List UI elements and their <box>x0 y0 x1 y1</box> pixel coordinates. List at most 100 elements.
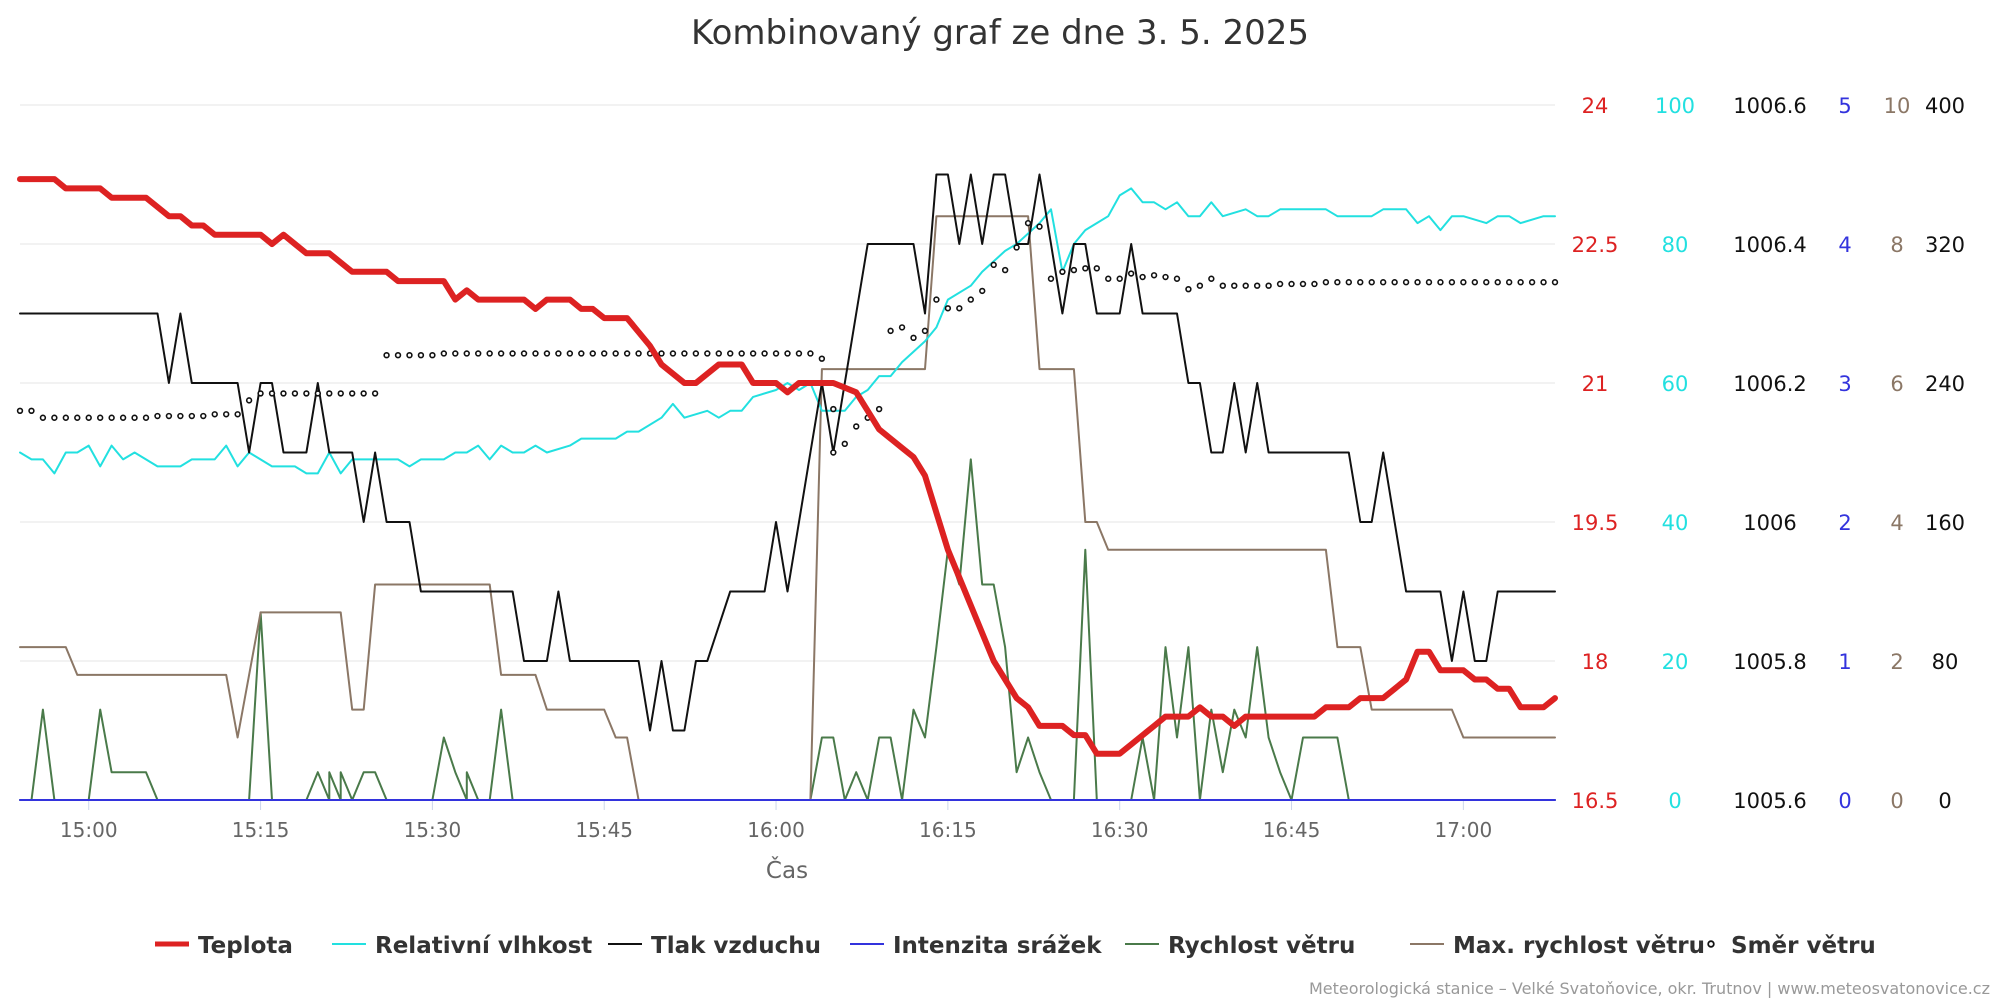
wind-direction-point <box>1127 270 1135 277</box>
y-tick-label-temp: 19.5 <box>1572 511 1619 535</box>
y-tick-label-press: 1005.8 <box>1733 650 1806 674</box>
wind-direction-point <box>784 350 791 357</box>
y-tick-label-hum: 80 <box>1662 233 1689 257</box>
legend-item[interactable]: Tlak vzduchu <box>608 933 821 959</box>
y-tick-label-gust: 10 <box>1884 94 1911 118</box>
y-tick-label-gust: 8 <box>1890 233 1903 257</box>
y-tick-label-temp: 24 <box>1582 94 1609 118</box>
wind-direction-point <box>177 412 184 420</box>
wind-direction-point <box>406 352 413 359</box>
wind-direction-point <box>245 397 253 404</box>
wind-direction-point <box>1425 279 1433 286</box>
y-tick-label-hum: 40 <box>1662 511 1689 535</box>
y-tick-label-dir: 0 <box>1938 789 1951 813</box>
wind-direction-point <box>807 350 814 357</box>
legend-label: Tlak vzduchu <box>651 933 821 959</box>
wind-direction-point <box>131 414 138 421</box>
wind-direction-point <box>1047 275 1055 282</box>
wind-direction-point <box>280 390 287 397</box>
wind-direction-point <box>830 449 837 456</box>
wind-direction-point <box>555 350 562 357</box>
legend-symbol-dot <box>1707 940 1715 948</box>
series-7 <box>16 219 1559 456</box>
wind-direction-point <box>635 350 642 357</box>
legend-item[interactable]: Relativní vlhkost <box>332 933 592 959</box>
wind-direction-point <box>200 412 207 420</box>
wind-direction-point <box>1505 279 1513 286</box>
wind-direction-point <box>1162 273 1169 281</box>
wind-direction-point <box>1437 279 1444 286</box>
series-line <box>19 215 1556 801</box>
wind-direction-point <box>1059 268 1066 275</box>
wind-direction-point <box>1173 275 1181 282</box>
wind-direction-point <box>1265 282 1272 289</box>
wind-direction-point <box>1276 280 1284 288</box>
wind-direction-point <box>589 350 596 357</box>
x-tick-labels: 15:00 15:15 15:30 15:45 16:00 16:15 16:30 16:45… <box>60 800 1492 842</box>
wind-direction-point <box>96 414 104 421</box>
wind-direction-point <box>188 412 196 420</box>
wind-direction-point <box>818 355 826 362</box>
credits-text: Meteorologická stanice – Velké Svatoňovi… <box>1309 979 1990 998</box>
wind-direction-point <box>875 405 883 413</box>
wind-direction-point <box>108 414 115 421</box>
legend-item[interactable]: Rychlost větru <box>1125 933 1355 959</box>
wind-direction-point <box>291 390 299 397</box>
wind-direction-point <box>749 350 757 357</box>
wind-direction-point <box>349 390 356 397</box>
series-3 <box>19 173 1556 732</box>
wind-direction-point <box>761 350 768 357</box>
legend-label: Relativní vlhkost <box>375 933 592 959</box>
wind-direction-point <box>623 350 631 357</box>
x-tick-label: 15:30 <box>404 818 462 842</box>
wind-direction-point <box>16 407 24 414</box>
legend-item[interactable]: Max. rychlost větru <box>1410 933 1705 959</box>
wind-direction-point <box>543 350 551 357</box>
wind-direction-point <box>738 350 745 357</box>
wind-direction-point <box>933 296 940 303</box>
wind-direction-point <box>944 305 952 312</box>
y-tick-label-press: 1006.4 <box>1733 233 1806 257</box>
wind-direction-point <box>383 352 390 359</box>
y-tick-label-rain: 4 <box>1838 233 1851 257</box>
y-axes: 16.51819.52122.5240204060801001005.61005… <box>1572 94 1965 813</box>
x-tick-label: 15:45 <box>575 818 633 842</box>
y-tick-label-dir: 80 <box>1932 650 1959 674</box>
wind-direction-point <box>1368 279 1375 286</box>
wind-direction-point <box>1196 282 1204 289</box>
y-tick-label-gust: 0 <box>1890 789 1903 813</box>
wind-direction-point <box>119 414 127 421</box>
legend[interactable]: Teplota Relativní vlhkost Tlak vzduchu Inte… <box>155 933 1876 959</box>
wind-direction-point <box>165 412 173 420</box>
wind-direction-point <box>1093 265 1100 272</box>
wind-direction-point <box>417 352 425 359</box>
y-tick-label-rain: 2 <box>1838 511 1851 535</box>
wind-direction-point <box>486 350 493 357</box>
wind-direction-point <box>566 350 574 357</box>
wind-direction-point <box>1208 275 1215 282</box>
y-tick-label-gust: 2 <box>1890 650 1903 674</box>
wind-direction-point <box>1448 279 1456 286</box>
y-tick-label-rain: 5 <box>1838 94 1851 118</box>
legend-item[interactable]: Směr větru <box>1707 933 1876 959</box>
x-tick-label: 16:30 <box>1091 818 1149 842</box>
legend-item[interactable]: Intenzita srážek <box>850 933 1102 959</box>
wind-direction-point <box>578 350 585 357</box>
legend-label: Teplota <box>198 933 293 959</box>
x-tick-label: 16:15 <box>919 818 977 842</box>
y-tick-label-dir: 160 <box>1925 511 1965 535</box>
wind-direction-point <box>669 350 677 357</box>
wind-direction-point <box>830 405 837 413</box>
wind-direction-point <box>154 412 161 420</box>
wind-direction-point <box>74 414 81 421</box>
x-tick-label: 16:45 <box>1263 818 1321 842</box>
wind-direction-point <box>142 414 150 421</box>
legend-item[interactable]: Teplota <box>155 933 293 959</box>
y-tick-label-gust: 4 <box>1890 511 1903 535</box>
wind-direction-point <box>440 350 448 357</box>
y-tick-label-gust: 6 <box>1890 372 1903 396</box>
wind-direction-point <box>222 411 230 418</box>
wind-direction-point <box>841 440 848 448</box>
wind-direction-point <box>658 350 665 357</box>
